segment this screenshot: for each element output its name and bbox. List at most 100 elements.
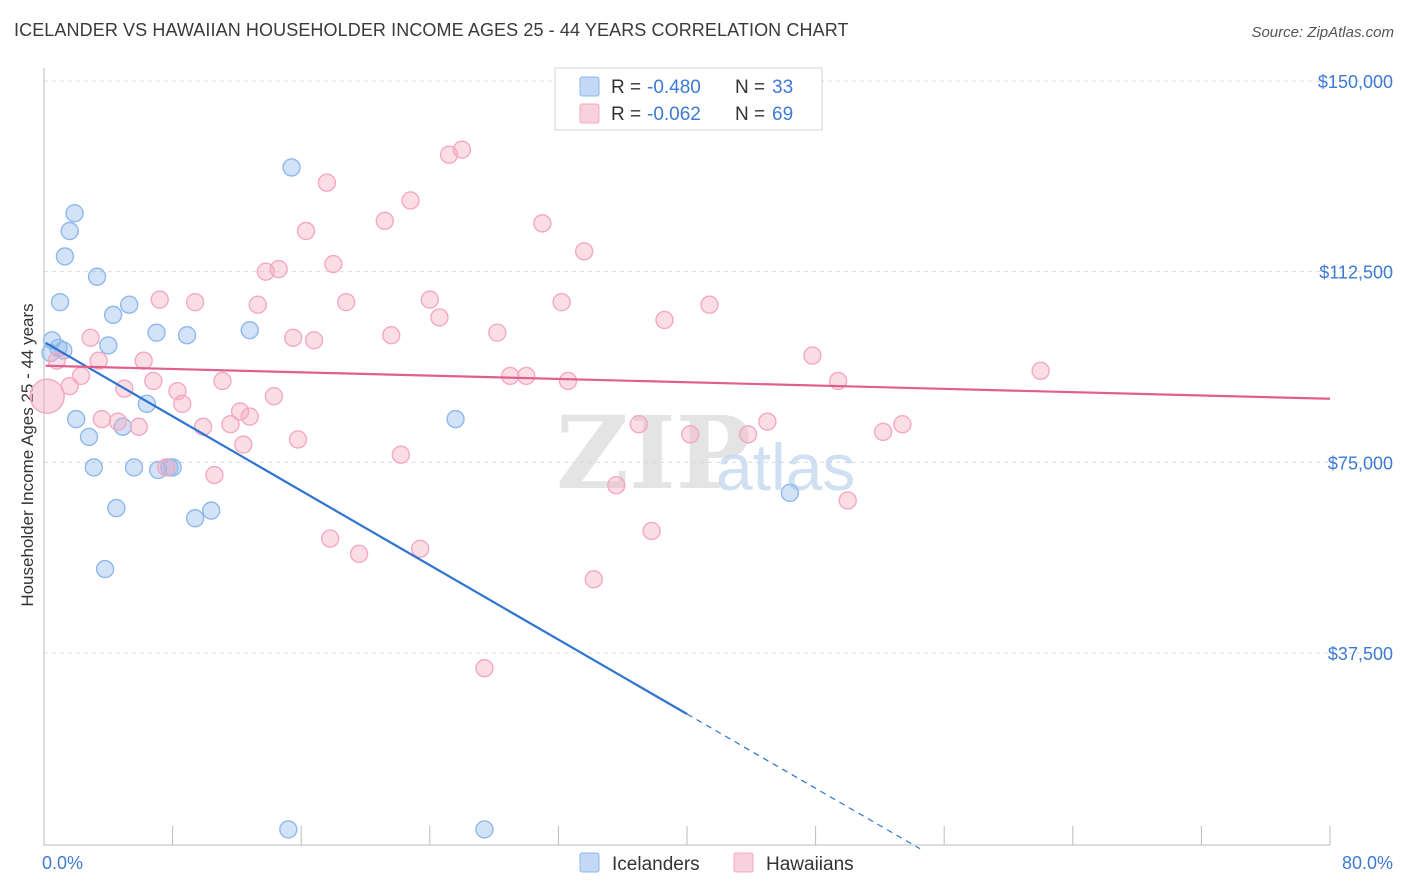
data-point bbox=[177, 326, 197, 345]
data-point bbox=[475, 820, 494, 839]
data-point bbox=[60, 221, 79, 241]
y-tick-label: $37,500 bbox=[1328, 644, 1393, 664]
data-point bbox=[108, 412, 128, 431]
trend-line-icelanders bbox=[45, 341, 688, 715]
data-point bbox=[282, 158, 301, 177]
data-point bbox=[29, 378, 65, 414]
data-point bbox=[205, 465, 224, 485]
data-point bbox=[873, 422, 893, 442]
data-point bbox=[304, 331, 324, 350]
data-point bbox=[410, 539, 430, 558]
data-point bbox=[84, 458, 104, 477]
data-point bbox=[803, 346, 822, 365]
data-point bbox=[119, 295, 139, 314]
legend-label: Icelanders bbox=[612, 854, 700, 875]
data-point bbox=[107, 498, 126, 518]
data-point bbox=[317, 173, 337, 192]
data-point bbox=[382, 326, 401, 345]
data-point bbox=[81, 328, 100, 347]
stats-n-value: 69 bbox=[772, 104, 793, 125]
data-point bbox=[156, 458, 176, 477]
data-point bbox=[99, 336, 118, 355]
data-point bbox=[337, 292, 356, 312]
trend-line-hawaiians bbox=[45, 364, 1331, 400]
data-point bbox=[500, 366, 520, 386]
trend-line-extension-icelanders bbox=[686, 713, 921, 850]
data-point bbox=[780, 483, 800, 503]
data-point bbox=[283, 328, 303, 347]
data-point bbox=[475, 659, 494, 678]
data-point bbox=[144, 371, 163, 391]
data-point bbox=[320, 529, 340, 548]
x-tick-label-left: 0.0% bbox=[42, 853, 83, 873]
data-point bbox=[213, 371, 232, 391]
data-point bbox=[288, 430, 308, 449]
data-point bbox=[264, 387, 284, 406]
data-point bbox=[103, 305, 123, 325]
stats-swatch bbox=[579, 76, 600, 97]
stats-r-label: R = bbox=[611, 104, 641, 125]
data-point bbox=[655, 310, 674, 330]
data-point bbox=[584, 570, 603, 589]
data-point bbox=[574, 242, 594, 261]
data-point bbox=[324, 254, 343, 274]
data-point bbox=[173, 394, 192, 414]
data-point bbox=[558, 371, 578, 391]
series-hawaiians bbox=[29, 140, 1050, 678]
data-point bbox=[758, 412, 777, 431]
data-point bbox=[607, 476, 626, 495]
stats-legend: R = -0.480 N = 33 R = -0.062 N = 69 bbox=[554, 67, 823, 131]
data-point bbox=[234, 435, 253, 454]
data-point bbox=[55, 247, 75, 266]
data-point bbox=[230, 402, 250, 421]
legend-label: Hawaiians bbox=[766, 854, 854, 875]
data-point bbox=[79, 427, 99, 447]
data-point bbox=[248, 295, 267, 314]
data-point bbox=[738, 425, 758, 444]
data-point bbox=[185, 292, 205, 312]
x-tick-label-right: 80.0% bbox=[1342, 853, 1393, 873]
stats-r-value: -0.480 bbox=[647, 77, 701, 98]
data-point bbox=[642, 521, 661, 541]
data-point bbox=[193, 417, 213, 436]
data-point bbox=[147, 323, 166, 342]
data-point bbox=[681, 425, 700, 444]
series-icelanders bbox=[41, 158, 800, 839]
data-point bbox=[430, 308, 449, 327]
data-point bbox=[420, 290, 439, 309]
chart-title: ICELANDER VS HAWAIIAN HOUSEHOLDER INCOME… bbox=[14, 20, 849, 40]
data-point bbox=[296, 221, 316, 241]
data-point bbox=[124, 458, 144, 477]
data-point bbox=[71, 366, 91, 386]
data-point bbox=[629, 415, 648, 434]
data-point bbox=[240, 320, 259, 340]
data-point bbox=[446, 409, 465, 429]
data-point bbox=[66, 409, 86, 429]
data-point bbox=[279, 820, 298, 839]
watermark-zip: ZIP bbox=[556, 394, 751, 512]
data-point bbox=[129, 417, 149, 436]
data-point bbox=[65, 203, 84, 223]
stats-n-label: N = bbox=[735, 77, 765, 98]
stats-r-value: -0.062 bbox=[647, 104, 701, 125]
data-point bbox=[201, 501, 221, 520]
stats-r-label: R = bbox=[611, 77, 641, 98]
stats-swatch bbox=[579, 103, 600, 124]
data-point bbox=[1031, 361, 1050, 381]
data-point bbox=[221, 415, 240, 434]
data-point bbox=[269, 259, 288, 279]
data-point bbox=[185, 509, 205, 528]
data-point bbox=[150, 290, 169, 309]
data-point bbox=[700, 295, 719, 314]
data-point bbox=[92, 409, 112, 429]
data-point bbox=[452, 140, 472, 159]
data-point bbox=[240, 407, 259, 426]
legend-swatch bbox=[733, 852, 754, 873]
data-point bbox=[163, 458, 182, 477]
stats-n-value: 33 bbox=[772, 77, 793, 98]
data-point bbox=[391, 445, 411, 464]
watermark-atlas: atlas bbox=[716, 430, 855, 504]
y-tick-label: $112,500 bbox=[1319, 263, 1393, 283]
data-point bbox=[50, 292, 70, 312]
